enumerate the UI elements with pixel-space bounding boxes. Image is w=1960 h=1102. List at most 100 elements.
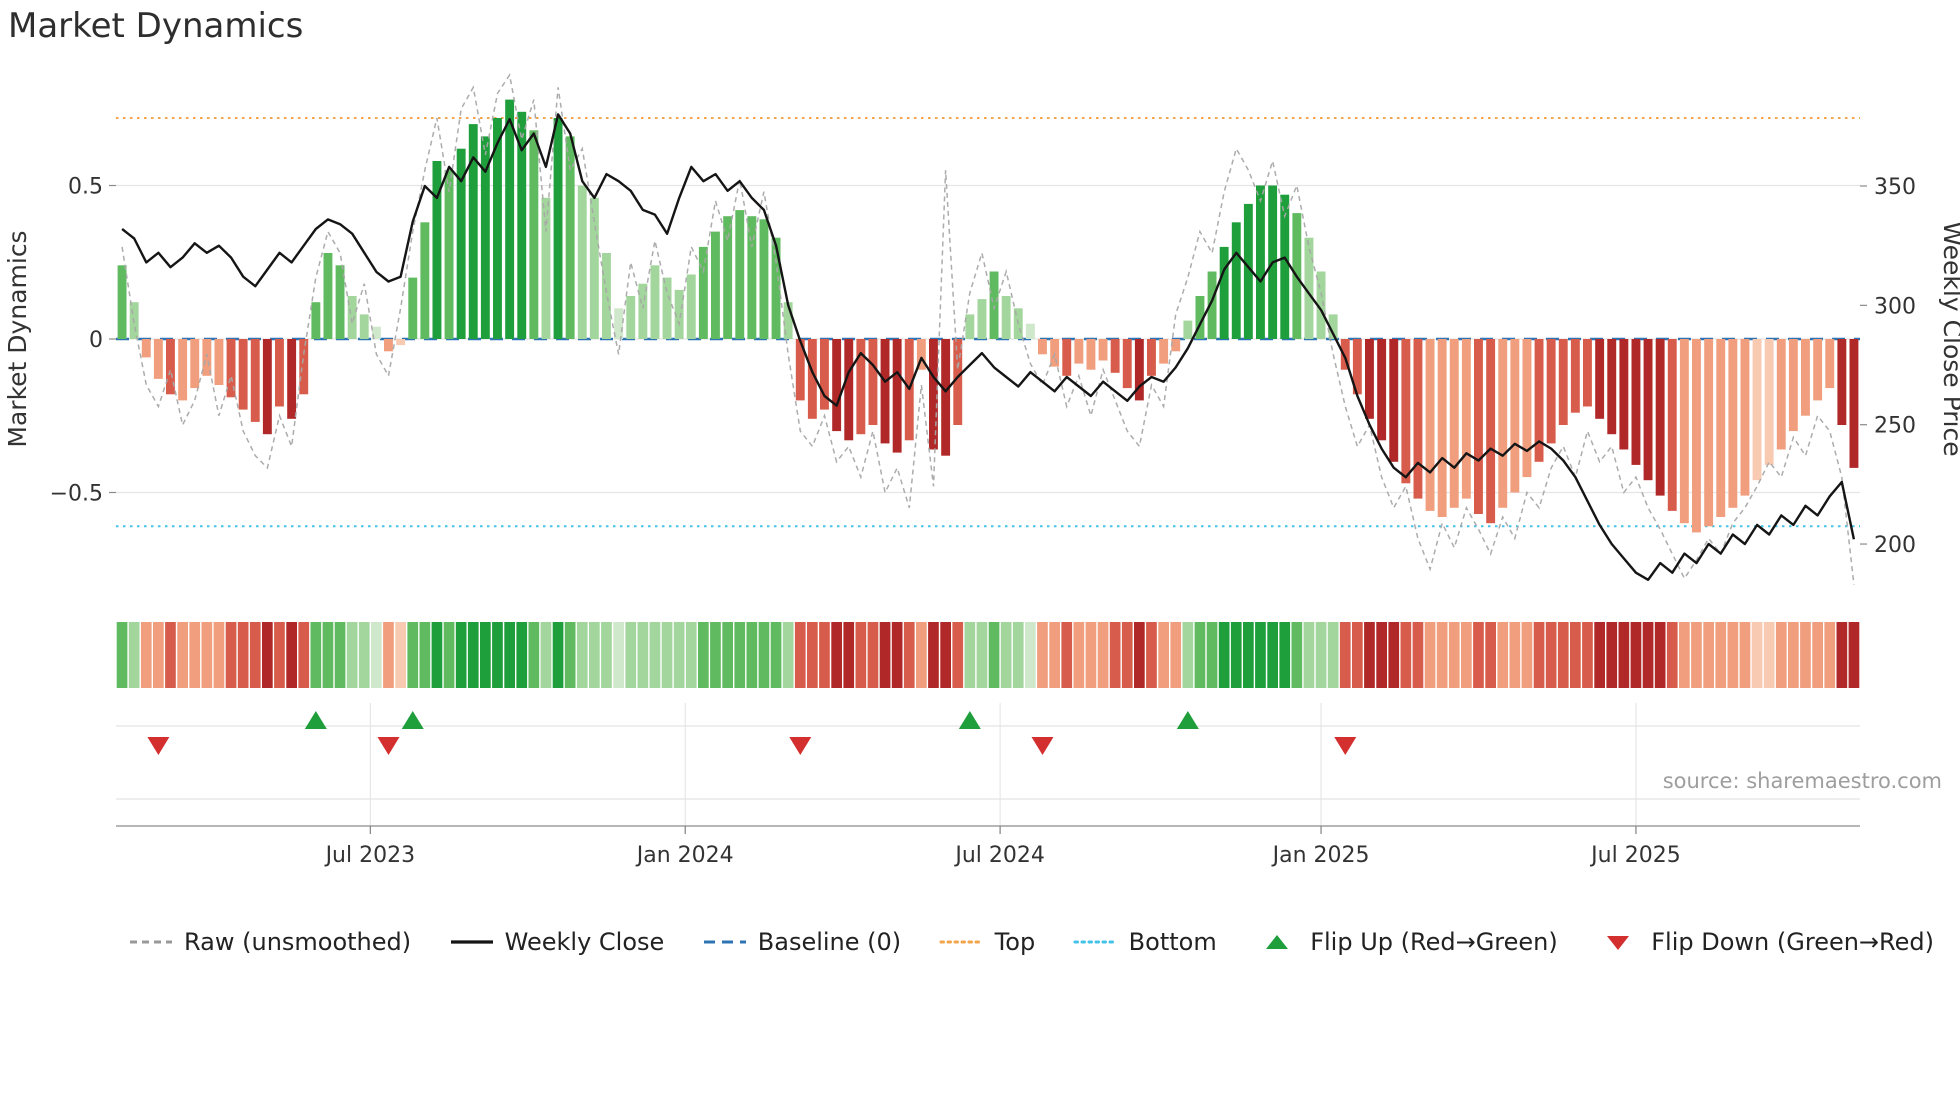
heatmap-cell xyxy=(1206,622,1218,688)
right-tick-label: 250 xyxy=(1874,414,1916,439)
heatmap-cell xyxy=(1182,622,1194,688)
heatmap-cell xyxy=(952,622,964,688)
heatmap-cell xyxy=(1775,622,1787,688)
left-tick-label: 0 xyxy=(89,328,103,353)
weekly-close-line xyxy=(121,113,1856,581)
oscillator-bar xyxy=(844,339,854,441)
oscillator-bar xyxy=(1546,339,1556,444)
oscillator-bar xyxy=(1486,339,1496,524)
x-tick-label: Jul 2023 xyxy=(324,843,416,868)
oscillator-bar xyxy=(1147,339,1156,376)
flip-up-marker xyxy=(1176,711,1199,729)
heatmap-cell xyxy=(1594,622,1605,688)
oscillator-bar xyxy=(1570,339,1580,413)
heatmap-cell xyxy=(685,622,697,688)
flip-down-marker xyxy=(1031,737,1054,755)
heatmap-cell xyxy=(153,622,164,688)
heatmap-cell xyxy=(516,622,528,688)
heatmap-cell xyxy=(770,622,782,688)
oscillator-bar xyxy=(650,265,660,339)
oscillator-bar xyxy=(1583,339,1592,407)
heatmap-cell xyxy=(358,622,370,688)
oscillator-bars xyxy=(117,99,1859,533)
oscillator-bar xyxy=(1074,339,1084,364)
oscillator-bar xyxy=(965,314,975,339)
x-tick-label: Jan 2024 xyxy=(635,843,734,868)
oscillator-bar xyxy=(759,219,769,339)
oscillator-bar xyxy=(141,339,151,358)
heatmap-cell xyxy=(964,622,976,688)
legend-label: Flip Up (Red→Green) xyxy=(1310,928,1558,956)
heatmap-cell xyxy=(891,622,903,688)
legend-item-weekly-close: Weekly Close xyxy=(449,928,664,956)
oscillator-bar xyxy=(1510,339,1520,493)
oscillator-bar xyxy=(1159,339,1169,364)
heatmap-cell xyxy=(819,622,830,688)
oscillator-bar xyxy=(420,222,430,339)
oscillator-bar xyxy=(1243,203,1253,339)
oscillator-bar xyxy=(795,339,805,401)
heatmap-cell xyxy=(504,622,515,688)
oscillator-bar xyxy=(166,339,175,395)
heatmap-cell xyxy=(1267,622,1278,688)
oscillator-bar xyxy=(178,339,188,401)
heatmap-cell xyxy=(1352,622,1363,688)
heatmap-cell xyxy=(1461,622,1472,688)
oscillator-bar xyxy=(359,314,369,339)
oscillator-bar xyxy=(1280,194,1290,339)
oscillator-bar xyxy=(1171,339,1181,352)
heatmap-cell xyxy=(1061,622,1073,688)
oscillator-bar xyxy=(1365,339,1374,419)
oscillator-bar xyxy=(480,136,490,339)
heatmap-cell xyxy=(1424,622,1436,688)
oscillator-bar xyxy=(698,246,708,339)
heatmap-cell xyxy=(1582,622,1593,688)
heatmap-cell xyxy=(1521,622,1533,688)
flip-up-marker xyxy=(958,711,981,729)
oscillator-bar xyxy=(820,339,829,410)
oscillator-bar xyxy=(1607,339,1617,435)
oscillator-bar xyxy=(1352,339,1362,395)
oscillator-bar xyxy=(1498,339,1508,508)
heatmap-cell xyxy=(1666,622,1678,688)
heatmap-cell xyxy=(867,622,879,688)
oscillator-bar xyxy=(153,339,163,379)
heatmap-cell xyxy=(552,622,564,688)
oscillator-bar xyxy=(275,339,284,407)
oscillator-bar xyxy=(674,289,684,339)
heatmap-cell xyxy=(601,622,612,688)
heatmap-cell xyxy=(1134,622,1145,688)
flip-down-marker xyxy=(377,737,400,755)
oscillator-bar xyxy=(1001,296,1011,339)
heatmap-cell xyxy=(528,622,540,688)
heatmap-cell xyxy=(189,622,201,688)
oscillator-bar xyxy=(1619,339,1629,450)
oscillator-bar xyxy=(1631,339,1641,465)
oscillator-bar xyxy=(1425,339,1435,511)
flip-marker-strip xyxy=(116,703,1860,826)
left-tick-label: −0.5 xyxy=(50,481,103,506)
flip-up-swatch-icon xyxy=(1266,935,1289,949)
oscillator-bar xyxy=(553,118,563,339)
flip-up-marker xyxy=(304,711,327,729)
oscillator-bar xyxy=(226,339,236,398)
heatmap-cell xyxy=(262,622,273,688)
oscillator-bar xyxy=(941,339,951,456)
heatmap-cell xyxy=(1836,622,1848,688)
oscillator-bar xyxy=(1849,339,1859,468)
right-tick-label: 350 xyxy=(1874,175,1916,200)
heatmap-cell xyxy=(1315,622,1327,688)
oscillator-bar xyxy=(1025,323,1035,339)
heatmap-cell xyxy=(843,622,855,688)
heatmap-cell xyxy=(1570,622,1581,688)
heatmap-cell xyxy=(1800,622,1811,688)
oscillator-bar xyxy=(1413,339,1423,499)
oscillator-bar xyxy=(541,197,551,339)
heatmap-cell xyxy=(249,622,261,688)
oscillator-bar xyxy=(1764,339,1774,465)
oscillator-bar xyxy=(1692,339,1701,533)
heatmap-cell xyxy=(1509,622,1521,688)
heatmap-cell xyxy=(1303,622,1315,688)
heatmap-cell xyxy=(480,622,491,688)
heatmap-cell xyxy=(928,622,939,688)
